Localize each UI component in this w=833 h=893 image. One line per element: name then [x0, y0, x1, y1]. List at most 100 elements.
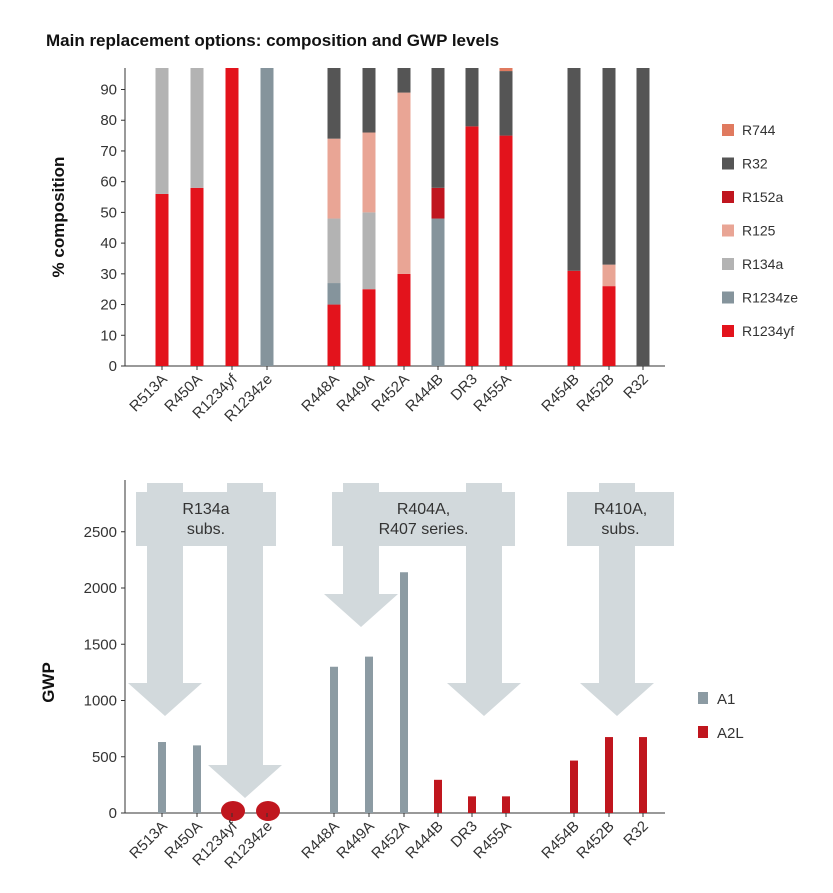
x-tick-label-bottom: R32 [620, 818, 651, 849]
bar-r449a-r1234yf [362, 289, 376, 366]
x-tick-label-bottom: R449A [333, 818, 377, 862]
bar-r32-r32 [636, 68, 650, 366]
y-axis-label-top: % composition [49, 157, 68, 278]
annotation-box-1 [136, 492, 276, 546]
bar-r455a-r1234yf [499, 135, 513, 366]
gwp-marker-r1234yf [221, 801, 245, 821]
y-tick-label-top: 10 [100, 327, 117, 344]
annotation-label-2: R404A, [397, 501, 450, 518]
bar-r452b-r32 [602, 68, 616, 265]
x-tick-label-top: R452A [368, 371, 412, 415]
legend-label-r744: R744 [742, 122, 776, 138]
bar-r513a-r1234yf [155, 193, 169, 366]
annotation-box-3 [567, 492, 674, 546]
y-tick-label-bottom: 500 [92, 749, 117, 766]
annotation-label-2: R407 series. [379, 521, 469, 538]
annotation-box-2 [332, 492, 515, 546]
bar-r444b-r1234ze [431, 218, 445, 366]
x-tick-label-top: R513A [126, 371, 170, 415]
arrow-5 [580, 483, 654, 716]
y-axis-label-bottom: GWP [39, 662, 58, 703]
y-tick-label-top: 60 [100, 174, 117, 191]
legend-swatch-r744 [722, 124, 734, 136]
x-tick-label-bottom: R454B [538, 818, 582, 862]
legend-swatch-r32 [722, 157, 734, 170]
annotation-label-1: subs. [187, 521, 225, 538]
x-tick-label-top: R454B [538, 371, 582, 415]
gwp-bar-r32 [639, 737, 647, 813]
annotation-label-3: R410A, [594, 501, 647, 518]
bar-r1234ze-r1234ze [260, 68, 274, 366]
gwp-bar-r513a [158, 742, 166, 813]
legend-label-a1: A1 [717, 691, 735, 708]
legend-label-r1234ze: R1234ze [742, 290, 798, 306]
x-tick-label-top: R32 [620, 371, 651, 402]
y-tick-label-bottom: 0 [109, 805, 117, 822]
bar-r450a-r1234yf [190, 187, 204, 366]
gwp-marker-r1234ze [256, 801, 280, 821]
legend-swatch-r125 [722, 224, 734, 237]
x-tick-label-bottom: R452B [573, 818, 617, 862]
bar-r450a-r134a [190, 68, 204, 188]
legend-label-r134a: R134a [742, 256, 783, 272]
x-tick-label-top: R455A [470, 371, 514, 415]
y-tick-label-top: 40 [100, 235, 117, 252]
legend-swatch-r1234yf [722, 325, 734, 337]
y-tick-label-bottom: 2500 [84, 524, 117, 541]
bar-r455a-r744 [499, 68, 513, 72]
y-tick-label-bottom: 1000 [84, 693, 117, 710]
arrow-3 [324, 483, 398, 627]
bar-r513a-r134a [155, 68, 169, 194]
legend-swatch-a2l [698, 726, 708, 738]
arrow-2 [208, 483, 282, 798]
arrow-4 [447, 483, 521, 716]
bar-r452a-r1234yf [397, 273, 411, 366]
legend-swatch-a1 [698, 692, 708, 704]
legend-swatch-r1234ze [722, 291, 734, 304]
legend-label-r32: R32 [742, 156, 768, 172]
x-tick-label-bottom: R444B [402, 818, 446, 862]
bar-r449a-r32 [362, 68, 376, 133]
x-tick-label-bottom: R455A [470, 818, 514, 862]
gwp-bar-dr3 [468, 796, 476, 813]
bar-r448a-r134a [327, 218, 341, 284]
gwp-bar-r450a [193, 745, 201, 813]
legend-swatch-r134a [722, 258, 734, 270]
bar-dr3-r32 [465, 68, 479, 127]
gwp-bar-r455a [502, 796, 510, 813]
bar-r452b-r1234yf [602, 286, 616, 366]
bar-r455a-r32 [499, 71, 513, 136]
arrow-1 [128, 483, 202, 716]
legend-label-r1234yf: R1234yf [742, 323, 794, 339]
y-tick-label-top: 0 [109, 358, 117, 375]
legend-label-r125: R125 [742, 223, 776, 239]
x-tick-label-top: R444B [402, 371, 446, 415]
x-tick-label-top: R449A [333, 371, 377, 415]
gwp-bar-r449a [365, 656, 373, 813]
gwp-bar-r444b [434, 779, 442, 813]
annotation-label-3: subs. [601, 521, 639, 538]
bar-r454b-r32 [567, 68, 581, 271]
y-tick-label-top: 50 [100, 204, 117, 221]
x-tick-label-bottom: R452A [368, 818, 412, 862]
annotation-label-1: R134a [182, 501, 229, 518]
y-tick-label-top: 70 [100, 143, 117, 160]
legend-label-r152a: R152a [742, 189, 783, 205]
gwp-bar-r448a [330, 666, 338, 813]
x-tick-label-top: R452B [573, 371, 617, 415]
y-tick-label-bottom: 2000 [84, 580, 117, 597]
bar-r444b-r32 [431, 68, 445, 188]
gwp-bar-r452b [605, 737, 613, 813]
bar-r1234yf-r1234yf [225, 68, 239, 366]
bar-r444b-r152a [431, 187, 445, 219]
bar-r448a-r1234ze [327, 283, 341, 305]
chart-title: Main replacement options: composition an… [46, 31, 500, 50]
bar-r454b-r1234yf [567, 270, 581, 366]
bar-r449a-r134a [362, 212, 376, 290]
y-tick-label-top: 20 [100, 297, 117, 314]
bar-r452a-r32 [397, 68, 411, 93]
bar-r449a-r125 [362, 132, 376, 213]
gwp-bar-r452a [400, 572, 408, 813]
legend-swatch-r152a [722, 191, 734, 203]
